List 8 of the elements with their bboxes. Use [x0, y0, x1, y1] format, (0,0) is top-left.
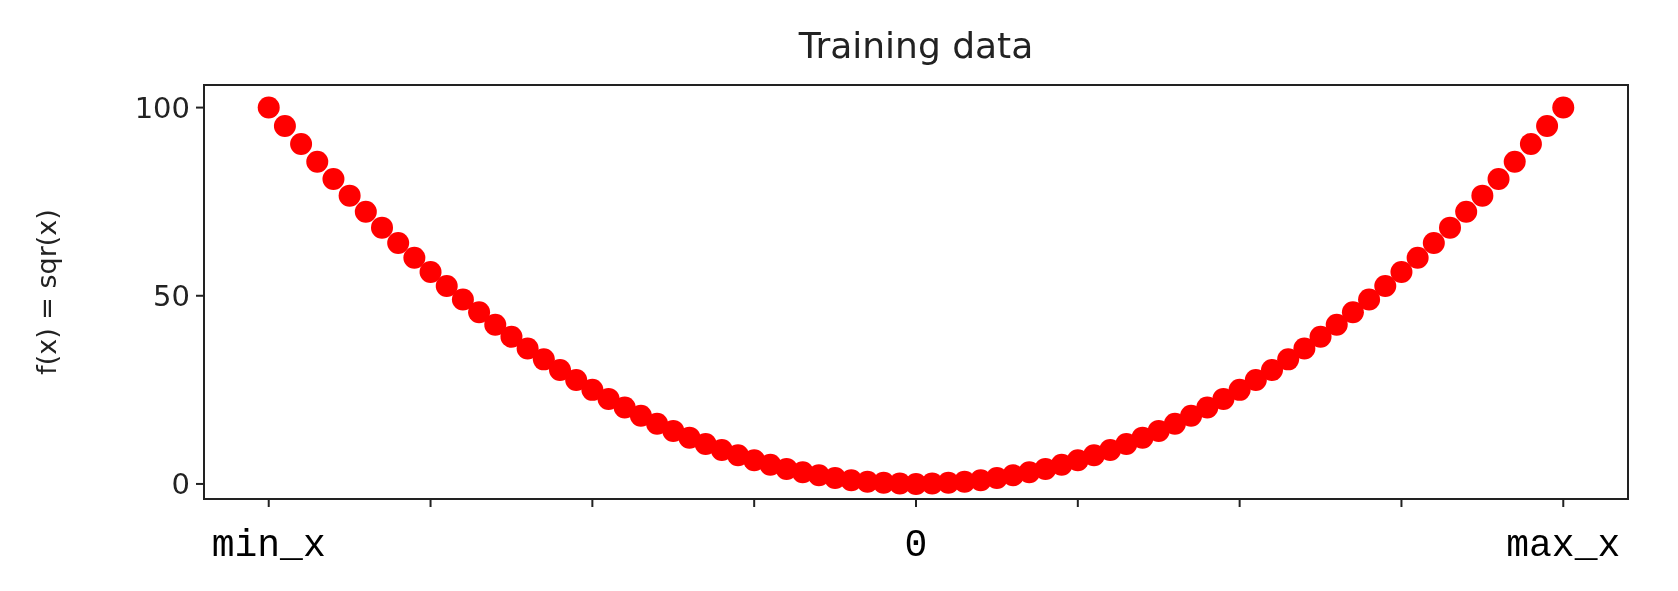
y-tick-label: 0	[171, 467, 190, 502]
x-tick-label: max_x	[1506, 524, 1621, 567]
y-axis-title: f(x) = sqr(x)	[31, 209, 62, 375]
y-tick-label: 100	[134, 90, 190, 125]
chart-title: Training data	[797, 25, 1034, 66]
x-tick-label: min_x	[211, 524, 326, 567]
x-tick-label: 0	[904, 524, 928, 567]
y-tick-label: 50	[153, 278, 190, 313]
